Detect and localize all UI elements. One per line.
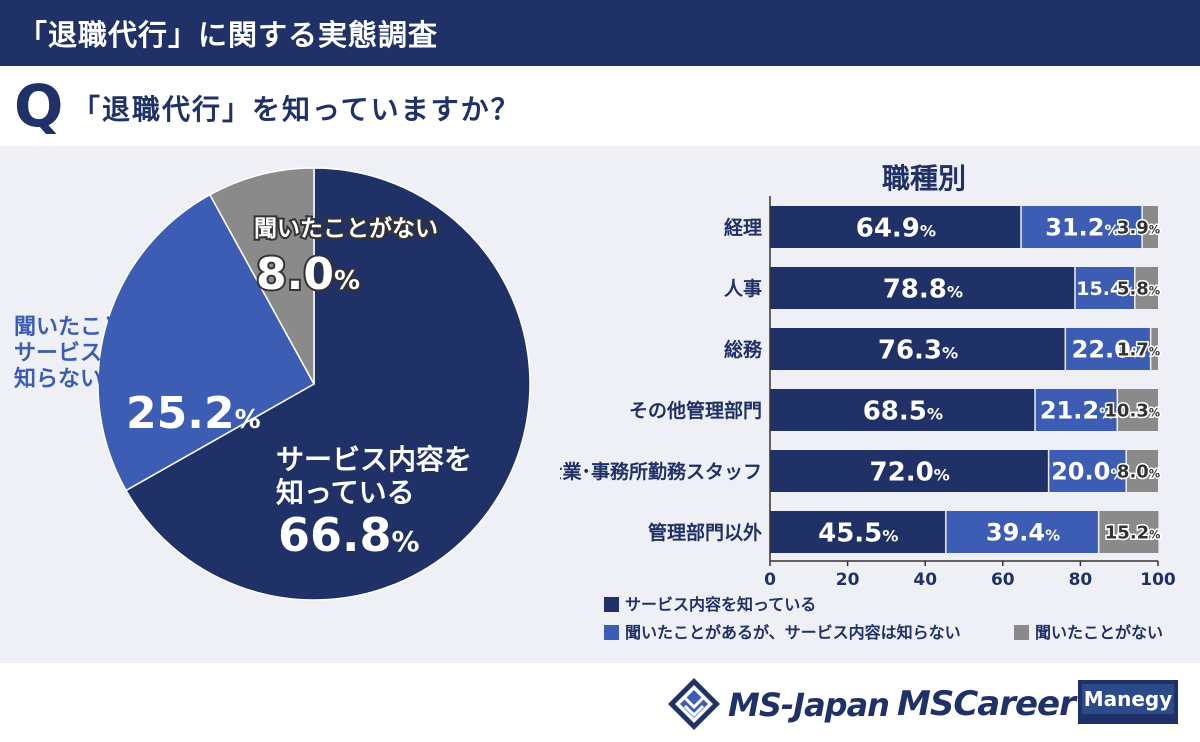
bar-value-0-2: 3.9% xyxy=(1117,217,1160,238)
x-tick-label-5: 100 xyxy=(1140,570,1176,590)
footer xyxy=(0,663,1200,742)
bar-3-1 xyxy=(1035,389,1117,431)
bar-value-2-1: 22.0% xyxy=(1072,336,1146,364)
legend-swatch-2 xyxy=(1014,625,1029,640)
bar-value-4-2: 8.0% xyxy=(1117,461,1160,482)
bar-2-2 xyxy=(1151,328,1158,370)
bar-value-5-1: 39.4% xyxy=(986,519,1060,547)
bar-1-2 xyxy=(1135,267,1158,309)
bar-value-2-2: 1.7% xyxy=(1117,339,1160,360)
x-tick-label-0: 0 xyxy=(764,570,776,590)
q-mark-text: Q xyxy=(14,74,63,134)
bar-3-2 xyxy=(1118,389,1158,431)
bar-value-4-0: 72.0% xyxy=(870,457,950,487)
legend-label-2: 聞いたことがない xyxy=(1035,623,1163,642)
pie-slice-0 xyxy=(125,167,531,601)
pie-label-heard-line1: 聞いたことがあるが、 xyxy=(14,314,234,340)
category-label-0: 経理 xyxy=(724,216,762,239)
page-title: 「退職代行」に関する実態調査 xyxy=(18,18,439,52)
ms-japan-logo: MS-Japan xyxy=(728,686,890,724)
category-label-1: 人事 xyxy=(724,277,762,300)
header-bar: 「退職代行」に関する実態調査 xyxy=(0,0,1200,66)
question-text: 「退職代行」を知っていますか？ xyxy=(72,93,521,126)
pie-label-heard-line2: サービス内容は xyxy=(14,340,168,366)
mscareer-logo: MSCareer xyxy=(897,684,1076,724)
bar-5-0 xyxy=(770,511,946,553)
manegy-logo-text: Manegy xyxy=(1082,684,1174,714)
x-tick-label-3: 60 xyxy=(991,570,1015,590)
bar-1-0 xyxy=(770,267,1075,309)
bar-value-5-0: 45.5% xyxy=(818,518,898,548)
bar-2-1 xyxy=(1066,328,1150,370)
legend-swatch-0 xyxy=(604,597,619,612)
bar-2-0 xyxy=(770,328,1065,370)
bar-chart-title: 職種別 xyxy=(882,162,966,195)
bar-1-1 xyxy=(1075,267,1134,309)
bar-value-3-2: 10.3% xyxy=(1104,400,1160,421)
category-label-5: 管理部門以外 xyxy=(648,521,762,544)
bar-value-2-0: 76.3% xyxy=(878,335,958,365)
bar-0-1 xyxy=(1021,206,1142,248)
legend-label-1: 聞いたことがあるが、サービス内容は知らない xyxy=(625,623,961,642)
manegy-logo: Manegy xyxy=(1078,680,1178,724)
category-label-2: 総務 xyxy=(724,338,763,361)
pie-value-heard: 25.2% xyxy=(126,388,261,439)
ms-japan-logo-icon xyxy=(668,678,720,730)
bar-4-2 xyxy=(1126,450,1158,492)
pie-label-known-line2: 知っている xyxy=(276,476,415,509)
pie-value-known: 66.8% xyxy=(278,508,420,562)
bar-0-2 xyxy=(1142,206,1158,248)
legend-swatch-1 xyxy=(604,625,619,640)
bar-5-2 xyxy=(1099,511,1159,553)
bar-4-0 xyxy=(770,450,1048,492)
bar-4-1 xyxy=(1049,450,1126,492)
chart-panel: サービス内容を 知っている 66.8% 聞いたことがあるが、 サービス内容は 知らない 25… xyxy=(0,146,1200,663)
pie-label-heard-line3: 知らない xyxy=(14,366,102,392)
pie-slice-1 xyxy=(97,193,316,492)
pie-slice-2 xyxy=(208,167,315,385)
bar-value-1-1: 15.4% xyxy=(1076,278,1135,300)
x-tick-label-2: 40 xyxy=(913,570,937,590)
q-icon: Q xyxy=(14,74,63,134)
bar-value-3-0: 68.5% xyxy=(863,396,943,426)
bar-value-3-1: 21.2% xyxy=(1040,397,1114,425)
x-tick-label-1: 20 xyxy=(836,570,860,590)
category-label-4: 士業･事務所勤務スタッフ xyxy=(560,460,762,483)
bar-0-0 xyxy=(770,206,1021,248)
category-label-3: その他管理部門 xyxy=(629,399,762,422)
pie-value-never: 8.0% xyxy=(256,249,360,300)
x-tick-label-4: 80 xyxy=(1069,570,1093,590)
bar-value-5-2: 15.2% xyxy=(1105,522,1161,543)
bar-value-1-2: 5.8% xyxy=(1117,278,1160,299)
legend-label-0: サービス内容を知っている xyxy=(625,595,816,614)
bar-value-0-0: 64.9% xyxy=(856,213,936,243)
bar-value-0-1: 31.2% xyxy=(1045,214,1119,242)
pie-label-known-line1: サービス内容を xyxy=(276,443,472,476)
bar-3-0 xyxy=(770,389,1035,431)
bar-5-1 xyxy=(946,511,1098,553)
pie-label-never: 聞いたことがない xyxy=(254,215,438,242)
bar-value-4-1: 20.0% xyxy=(1051,458,1125,486)
bar-value-1-0: 78.8% xyxy=(883,274,963,304)
